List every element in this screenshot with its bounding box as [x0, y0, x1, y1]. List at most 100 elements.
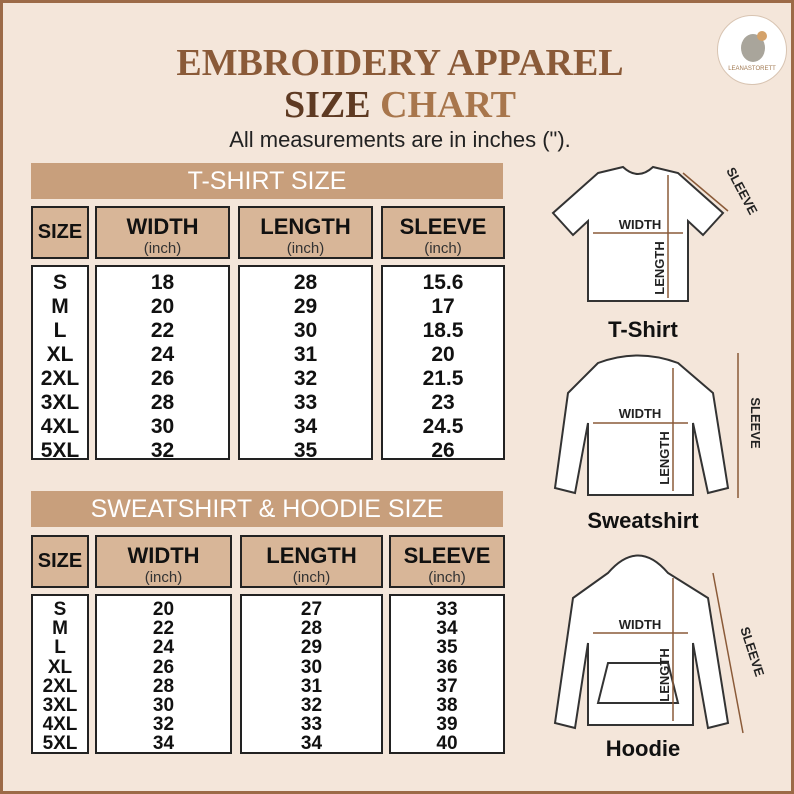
title-line: SIZE CHART	[3, 83, 794, 127]
value-cell: 34	[152, 733, 175, 755]
garment-name: Sweatshirt	[587, 508, 699, 533]
size-label: M	[52, 618, 68, 640]
column-header: SLEEVE (inch)	[381, 206, 505, 259]
section-heading: SWEATSHIRT & HOODIE SIZE	[31, 491, 503, 527]
value-column: 28 29 30 31 32 33 34 35	[238, 265, 373, 462]
column-header: LENGTH (inch)	[240, 535, 383, 588]
column-name: WIDTH	[126, 214, 199, 239]
value-cell: 20	[152, 599, 175, 620]
logo-icon	[741, 31, 767, 62]
size-label: 4XL	[42, 714, 78, 736]
value-cell: 15.6	[422, 271, 464, 294]
value-cell: 26	[152, 656, 175, 678]
size-label: 5XL	[40, 439, 80, 462]
value-cell: 37	[436, 675, 458, 697]
column-header: WIDTH (inch)	[95, 535, 232, 588]
column-header: WIDTH (inch)	[95, 206, 230, 259]
value-column: 27 28 29 30 31 32 33 34	[240, 594, 383, 754]
size-label: 3XL	[42, 694, 78, 716]
column-name: WIDTH	[127, 543, 200, 568]
value-cell: 31	[293, 343, 318, 366]
value-cell: 24.5	[422, 415, 464, 438]
value-cell: 33	[436, 599, 458, 620]
value-cell: 20	[150, 295, 175, 318]
measure-label: WIDTH	[619, 617, 662, 632]
value-cell: 21.5	[422, 367, 464, 390]
size-label: XL	[46, 343, 74, 366]
value-cell: 35	[293, 439, 318, 462]
measure-label: WIDTH	[619, 217, 662, 232]
value-cell: 20	[431, 343, 455, 366]
size-label: 4XL	[40, 415, 80, 438]
value-cell: 27	[300, 599, 323, 620]
value-column: 20 22 24 26 28 30 32 34	[95, 594, 232, 754]
column-unit: (inch)	[292, 569, 331, 586]
value-cell: 38	[436, 694, 458, 716]
measure-label: LENGTH	[657, 648, 672, 701]
column-name: LENGTH	[266, 543, 357, 568]
size-header: SIZE	[31, 206, 89, 259]
garment-labels: T-Shirt WIDTH LENGTH SLEEVE Sweatshirt WIDTH L…	[587, 165, 767, 761]
size-label: S	[52, 271, 67, 294]
section-heading: T-SHIRT SIZE	[31, 163, 503, 199]
value-cell: 28	[293, 271, 318, 294]
column-unit: (inch)	[286, 240, 325, 257]
value-cell: 24	[150, 343, 175, 366]
hoodie-pocket	[596, 662, 680, 704]
hoodie	[553, 554, 730, 730]
size-label: L	[54, 637, 66, 659]
value-cell: 32	[300, 694, 323, 716]
size-column: S M L XL 2XL 3XL 4XL 5XL	[31, 265, 89, 462]
measure-label: SLEEVE	[737, 625, 767, 679]
value-cell: 24	[152, 637, 175, 659]
measure-label: SLEEVE	[723, 165, 760, 218]
garment-name: T-Shirt	[608, 317, 678, 342]
measure-label: LENGTH	[652, 241, 667, 294]
value-cell: 23	[431, 391, 455, 414]
size-label: 3XL	[40, 391, 80, 414]
size-label: L	[53, 319, 67, 342]
value-cell: 32	[152, 714, 175, 736]
value-cell: 30	[152, 694, 175, 716]
column-unit: (inch)	[424, 240, 462, 257]
title-word: SIZE	[283, 84, 371, 126]
value-cell: 32	[293, 367, 318, 390]
size-label: 5XL	[42, 733, 78, 755]
measure-label: LENGTH	[657, 431, 672, 484]
garments: T-Shirt WIDTH LENGTH SLEEVE Sweatshirt WIDTH L…	[551, 165, 767, 761]
column-name: SLEEVE	[403, 543, 491, 568]
value-cell: 32	[150, 439, 175, 462]
title-line: EMBROIDERY APPAREL	[176, 42, 624, 84]
size-label: 2XL	[40, 367, 80, 390]
subtitle: All measurements are in inches (").	[229, 127, 571, 152]
value-cell: 29	[293, 295, 318, 318]
value-cell: 34	[436, 618, 458, 640]
value-column: 33 34 35 36 37 38 39 40	[389, 594, 505, 754]
title-word: CHART	[380, 84, 517, 126]
value-cell: 33	[293, 391, 318, 414]
value-cell: 30	[300, 656, 323, 678]
column-header: SLEEVE (inch)	[389, 535, 505, 588]
value-cell: 30	[293, 319, 318, 342]
column-header: LENGTH (inch)	[238, 206, 373, 259]
size-column: S M L XL 2XL 3XL 4XL 5XL	[31, 594, 89, 754]
value-cell: 30	[150, 415, 175, 438]
value-cell: 29	[300, 637, 323, 659]
column-name: LENGTH	[260, 214, 351, 239]
size-header: SIZE	[31, 535, 89, 588]
column-unit: (inch)	[144, 569, 183, 586]
value-cell: 17	[431, 295, 455, 318]
value-cell: 26	[431, 439, 455, 462]
column-unit: (inch)	[143, 240, 182, 257]
value-cell: 22	[152, 618, 175, 640]
value-cell: 31	[300, 675, 323, 697]
tshirt	[551, 165, 725, 302]
value-column: 18 20 22 24 26 28 30 32	[95, 265, 230, 462]
column-name: SLEEVE	[399, 214, 487, 239]
logo-text: LEANASTORETT	[728, 66, 776, 72]
value-cell: 35	[436, 637, 458, 659]
value-cell: 28	[152, 675, 175, 697]
value-cell: 28	[150, 391, 175, 414]
value-cell: 34	[300, 733, 323, 755]
measure-label: SLEEVE	[748, 397, 763, 449]
